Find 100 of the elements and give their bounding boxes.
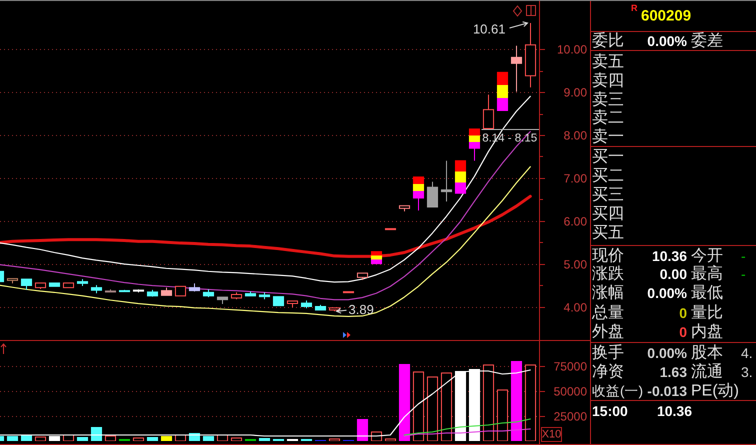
candlestick <box>258 292 270 300</box>
bar <box>20 435 32 441</box>
text: 买一 <box>592 148 624 166</box>
candlestick <box>132 288 144 293</box>
y-tick-label: 4.00 <box>564 300 588 314</box>
candlestick <box>188 282 200 292</box>
candlestick <box>468 128 480 162</box>
candlestick <box>510 45 522 92</box>
line-series <box>404 418 531 436</box>
candlestick <box>356 272 368 280</box>
annotation: 3.89 <box>348 302 374 317</box>
candlestick <box>160 287 172 296</box>
y-tick-label: 7.00 <box>564 172 588 186</box>
text: 总量 <box>591 304 624 322</box>
text: 换手 <box>592 344 624 362</box>
text: -0.013 <box>647 383 688 399</box>
text: 卖四 <box>592 72 624 90</box>
text: 买五 <box>592 224 624 242</box>
text: - <box>741 266 746 282</box>
candlestick <box>118 289 130 292</box>
text: 涨跌 <box>592 264 624 282</box>
bar <box>160 436 172 441</box>
text: 15:00 <box>592 403 628 419</box>
text: 0.00 <box>660 266 688 282</box>
text: X10 <box>542 428 562 440</box>
text: 10.36 <box>656 403 692 419</box>
candlestick <box>328 307 340 312</box>
text: 涨幅 <box>592 284 624 302</box>
bar <box>258 438 270 441</box>
bar <box>524 364 536 441</box>
y-tick-label: 8.00 <box>564 128 588 142</box>
candlestick <box>174 286 186 296</box>
text: 股本 <box>691 344 723 362</box>
candlestick <box>90 284 102 294</box>
candlestick <box>20 278 32 290</box>
text: 外盘 <box>592 324 624 340</box>
y-tick-label: 75000 <box>554 360 588 374</box>
candlestick <box>426 181 438 208</box>
y-tick-label: 25000 <box>554 410 588 424</box>
candlestick <box>524 22 536 88</box>
y-tick-label: 5.00 <box>564 258 588 272</box>
candlestick <box>76 278 88 286</box>
text: 0.00% <box>647 33 688 49</box>
candlestick <box>482 94 494 130</box>
line-series <box>404 428 531 437</box>
y-tick-label: 50000 <box>554 384 588 398</box>
text: 600209 <box>641 8 692 24</box>
annotation: 10.61 <box>472 22 506 37</box>
text: 收益(一) <box>592 384 644 398</box>
bar <box>76 437 88 441</box>
text: 净资 <box>592 362 624 380</box>
bar <box>440 372 452 441</box>
bar <box>202 436 214 441</box>
text: 内盘 <box>691 322 723 340</box>
bar <box>230 438 242 441</box>
bar <box>426 376 438 441</box>
bar <box>146 437 158 441</box>
text: 买二 <box>592 168 624 184</box>
candlestick <box>104 288 116 293</box>
text: 最高 <box>691 264 723 282</box>
text: 买三 <box>592 186 624 204</box>
bar <box>90 427 102 441</box>
text: PE(动) <box>691 382 739 400</box>
candlestick <box>216 296 228 304</box>
bar <box>496 390 508 441</box>
text: 委比 <box>592 32 624 50</box>
candlestick <box>6 278 18 284</box>
text: 1.63 <box>660 364 688 380</box>
text: R <box>631 3 638 13</box>
bar <box>132 438 144 441</box>
candlestick <box>244 291 256 296</box>
bar <box>104 436 116 441</box>
text: 卖五 <box>592 52 624 70</box>
text: 最低 <box>691 284 723 302</box>
text: 流通 <box>691 362 723 380</box>
candlestick <box>412 176 424 211</box>
candlestick <box>440 160 452 202</box>
text: 今开 <box>691 248 723 264</box>
bar <box>412 372 424 441</box>
candlestick <box>286 300 298 308</box>
candlestick <box>48 282 60 287</box>
bar <box>6 436 18 441</box>
bar <box>356 419 368 441</box>
candlestick <box>272 296 284 306</box>
text: 卖三 <box>592 90 624 108</box>
candlestick <box>146 289 158 298</box>
bar <box>510 361 522 441</box>
text: 10.36 <box>652 248 688 264</box>
y-tick-label: 10.00 <box>556 42 588 56</box>
text: 0 <box>679 324 688 340</box>
candlestick <box>230 292 242 300</box>
candlestick <box>202 288 214 298</box>
bar <box>34 436 46 441</box>
bar <box>482 364 494 441</box>
text: 0.00% <box>647 345 688 361</box>
bar <box>398 364 410 441</box>
text: - <box>741 248 746 264</box>
candlestick <box>300 300 312 309</box>
text: 买四 <box>592 206 624 222</box>
candlestick <box>496 72 508 112</box>
